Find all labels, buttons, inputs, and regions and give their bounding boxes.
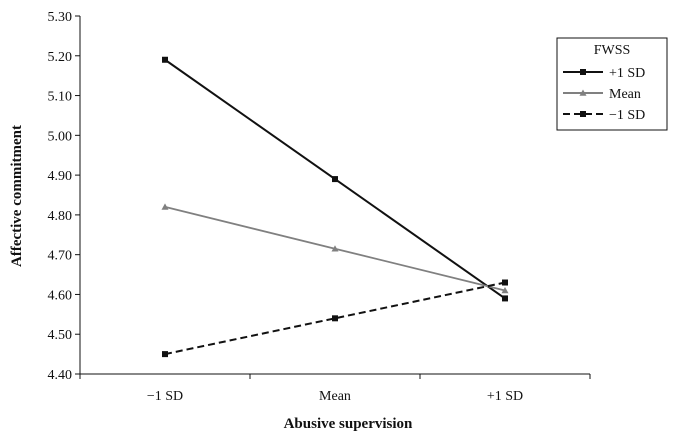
legend-marker [579,89,587,96]
series-line [164,281,506,356]
series-group [161,56,509,358]
legend-marker [580,69,586,75]
y-tick-label: 4.50 [48,328,73,343]
legend-label: Mean [609,87,641,102]
legend-label: +1 SD [609,66,645,81]
y-tick-label: 4.60 [48,288,73,303]
data-point [502,295,508,302]
legend-marker [580,111,586,117]
data-point [161,203,169,210]
legend: FWSS +1 SD Mean −1 SD [556,37,668,131]
x-axis-title: Abusive supervision [284,416,413,432]
series-3 [162,279,508,358]
y-tick-label: 5.20 [48,50,73,65]
y-tick-label: 4.70 [48,249,73,264]
y-tick-label: 5.30 [48,10,73,25]
y-tick-label: 4.80 [48,209,73,224]
x-axis-ticks: −1 SD Mean +1 SD [79,374,591,404]
x-tick-label: Mean [319,389,351,404]
series-1 [162,56,508,302]
x-tick-label: −1 SD [147,389,183,404]
y-tick-label: 4.90 [48,169,73,184]
y-axis-ticks: 4.40 4.50 4.60 4.70 4.80 4.90 5.00 5.10 5.20 5.30 [48,10,80,383]
data-point [331,245,339,252]
y-tick-label: 5.10 [48,90,73,105]
data-point [502,279,508,286]
data-point [501,286,509,294]
y-tick-label: 5.00 [48,129,73,144]
data-point [162,56,168,63]
y-tick-label: 4.40 [48,368,73,383]
data-point [332,315,338,322]
legend-label: −1 SD [609,108,645,123]
y-axis-title: Affective commitment [9,125,25,267]
series-2 [161,203,509,294]
x-tick-label: +1 SD [487,389,523,404]
legend-title: FWSS [594,43,631,58]
data-point [332,176,338,183]
data-point [162,351,168,358]
